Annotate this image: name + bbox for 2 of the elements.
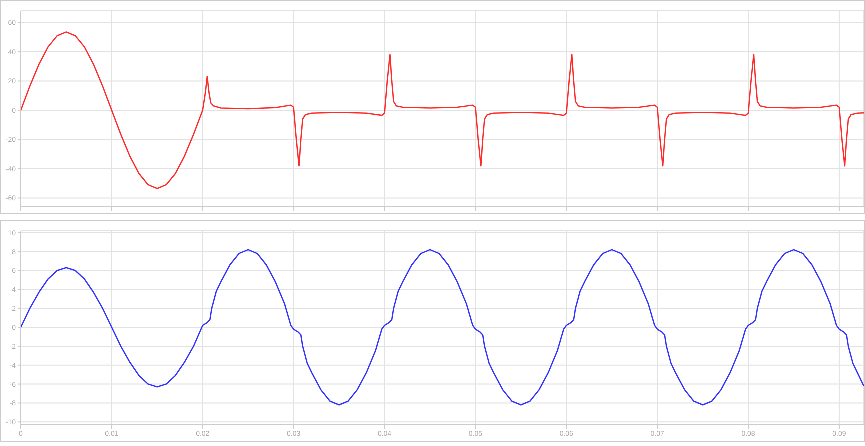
line-series [21, 249, 864, 406]
line-series [21, 32, 864, 190]
